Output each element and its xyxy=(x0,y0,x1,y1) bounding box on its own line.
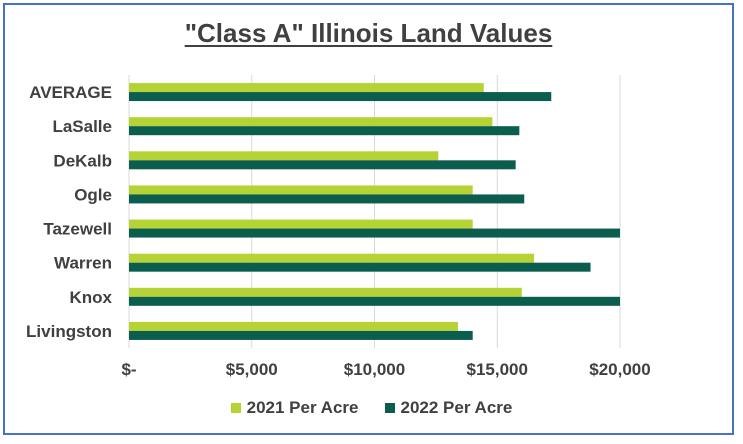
bar-average-2022 xyxy=(129,92,552,102)
category-label-warren: Warren xyxy=(54,254,112,273)
x-tick-label-3: $15,000 xyxy=(467,360,528,379)
category-label-lasalle: LaSalle xyxy=(52,117,112,136)
bar-dekalb-2021 xyxy=(129,151,439,161)
category-label-tazewell: Tazewell xyxy=(43,220,112,239)
bar-livingston-2021 xyxy=(129,321,458,331)
legend-item-2022: 2022 Per Acre xyxy=(384,398,513,418)
bar-knox-2021 xyxy=(129,287,522,297)
bar-knox-2022 xyxy=(129,296,620,306)
category-label-livingston: Livingston xyxy=(26,322,112,341)
bar-livingston-2022 xyxy=(129,330,473,340)
bar-average-2021 xyxy=(129,83,484,93)
bar-warren-2021 xyxy=(129,253,535,263)
bar-ogle-2021 xyxy=(129,185,473,195)
x-tick-label-0: $- xyxy=(121,360,136,379)
x-tick-label-2: $10,000 xyxy=(344,360,405,379)
bar-lasalle-2021 xyxy=(129,117,493,127)
bar-warren-2022 xyxy=(129,262,591,272)
legend-swatch-2021 xyxy=(230,403,241,413)
bar-tazewell-2021 xyxy=(129,219,473,229)
chart-frame xyxy=(3,3,734,435)
chart-title: "Class A" Illinois Land Values xyxy=(184,18,553,48)
category-label-average: AVERAGE xyxy=(29,83,112,102)
category-label-knox: Knox xyxy=(70,288,113,307)
bar-lasalle-2022 xyxy=(129,126,520,136)
legend-label-2022: 2022 Per Acre xyxy=(400,398,513,417)
category-label-dekalb: DeKalb xyxy=(53,151,112,170)
bar-dekalb-2022 xyxy=(129,160,516,170)
x-tick-label-4: $20,000 xyxy=(589,360,650,379)
legend-item-2021: 2021 Per Acre xyxy=(230,398,359,418)
legend-label-2021: 2021 Per Acre xyxy=(246,398,359,417)
x-tick-label-1: $5,000 xyxy=(226,360,278,379)
legend-swatch-2022 xyxy=(384,403,395,413)
chart-legend: 2021 Per Acre 2022 Per Acre xyxy=(0,398,743,418)
category-label-ogle: Ogle xyxy=(74,185,112,204)
bar-ogle-2022 xyxy=(129,194,525,204)
bar-tazewell-2022 xyxy=(129,228,620,238)
